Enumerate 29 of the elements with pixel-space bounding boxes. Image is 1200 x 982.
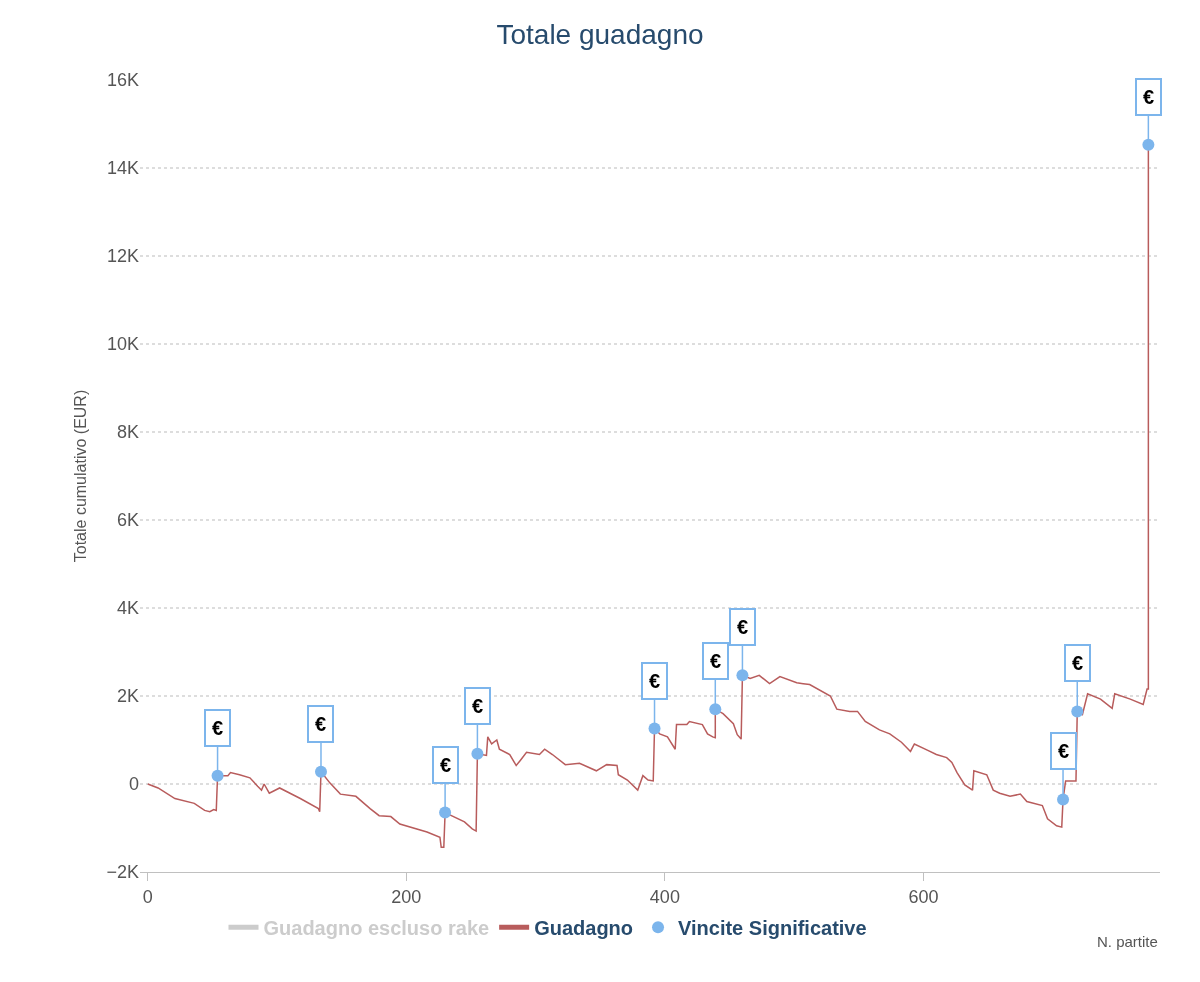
annotation: € bbox=[649, 670, 661, 692]
y-tick-label: 10K bbox=[106, 334, 139, 355]
annotation: € bbox=[315, 713, 327, 735]
x-tick-label: 0 bbox=[142, 886, 153, 907]
annotation: € bbox=[1072, 652, 1084, 674]
x-tick-label: 200 bbox=[391, 886, 422, 907]
annotation: € bbox=[212, 717, 224, 739]
annotation: € bbox=[472, 695, 484, 717]
annotation: € bbox=[710, 650, 722, 672]
y-tick-label: 2K bbox=[116, 686, 139, 707]
y-tick-label: 6K bbox=[116, 510, 139, 531]
x-axis-title: N. partite bbox=[1097, 933, 1158, 950]
y-tick-label: 16K bbox=[106, 70, 139, 91]
y-tick-label: 12K bbox=[106, 246, 139, 267]
y-tick-label: 4K bbox=[116, 598, 139, 619]
y-tick-label: 0 bbox=[128, 774, 139, 795]
annotation: € bbox=[440, 754, 452, 776]
y-tick-label: 8K bbox=[116, 422, 139, 443]
legend-label: Guadagno bbox=[534, 916, 634, 939]
annotation: € bbox=[737, 616, 749, 638]
y-tick-label: 14K bbox=[106, 158, 139, 179]
annotation: € bbox=[1058, 740, 1070, 762]
y-tick-label: −2K bbox=[106, 862, 139, 883]
x-tick-label: 600 bbox=[908, 886, 939, 907]
chart-title: Totale guadagno bbox=[496, 19, 704, 51]
annotation: € bbox=[1143, 86, 1155, 108]
x-tick-label: 400 bbox=[649, 886, 680, 907]
legend-label: Vincite Significative bbox=[678, 916, 867, 939]
y-axis-title: Totale cumulativo (EUR) bbox=[72, 389, 90, 563]
